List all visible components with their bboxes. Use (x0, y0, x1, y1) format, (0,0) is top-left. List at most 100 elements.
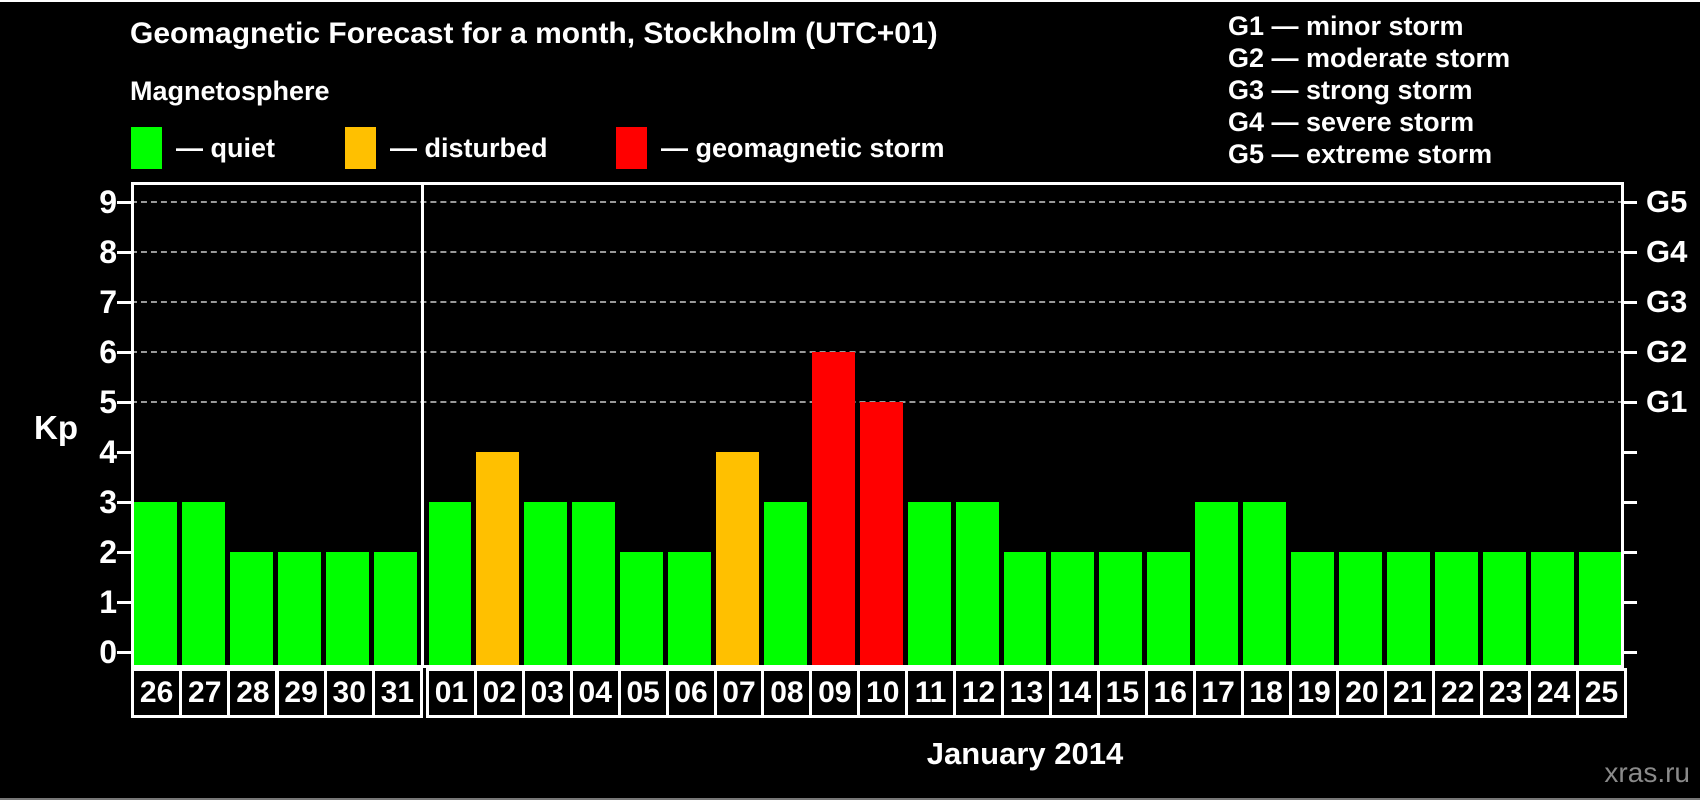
image-border-bottom (0, 798, 1700, 800)
y-tick-left-3 (117, 500, 131, 504)
bar-day-26 (133, 502, 177, 668)
y-tick-label-3: 3 (99, 484, 117, 520)
bar-day-01 (428, 502, 472, 668)
y-tick-right-9 (1623, 200, 1637, 204)
legend-label-quiet: — quiet (176, 133, 275, 163)
month-separator-line (421, 182, 424, 668)
day-label-28: 28 (227, 668, 279, 718)
bar-day-05 (620, 552, 664, 668)
bar-day-21 (1386, 552, 1430, 668)
day-label-25: 25 (1576, 668, 1627, 718)
day-label-12: 12 (953, 668, 1005, 718)
g-scale-legend-item-5: G5 — extreme storm (1228, 139, 1493, 169)
y-tick-label-8: 8 (99, 234, 117, 270)
bar-day-14 (1051, 552, 1095, 668)
day-label-06: 06 (665, 668, 717, 718)
bar-day-22 (1434, 552, 1478, 668)
legend-swatch-disturbed (345, 127, 376, 169)
day-label-18: 18 (1240, 668, 1292, 718)
day-label-03: 03 (521, 668, 573, 718)
bar-day-12 (955, 502, 999, 668)
day-label-05: 05 (617, 668, 669, 718)
day-label-26: 26 (131, 668, 183, 718)
y-tick-label-5: 5 (99, 384, 117, 420)
bar-day-20 (1338, 552, 1382, 668)
bar-day-06 (668, 552, 711, 668)
y-tick-right-1 (1623, 600, 1637, 604)
bar-day-31 (374, 552, 418, 668)
day-label-23: 23 (1480, 668, 1532, 718)
legend-swatch-quiet (131, 127, 162, 169)
day-label-20: 20 (1336, 668, 1388, 718)
x-axis-title: January 2014 (926, 736, 1124, 771)
y-tick-label-2: 2 (99, 534, 117, 570)
y-tick-label-1: 1 (99, 584, 117, 620)
y-tick-label-9: 9 (99, 184, 117, 220)
magnetosphere-label: Magnetosphere (130, 76, 330, 106)
bar-day-30 (326, 552, 370, 668)
bar-day-19 (1291, 552, 1334, 668)
bar-day-23 (1482, 552, 1526, 668)
day-label-13: 13 (1001, 668, 1052, 718)
bar-day-09 (811, 352, 855, 668)
bar-day-02 (476, 452, 520, 668)
y-tick-left-7 (117, 300, 131, 304)
g-scale-legend-item-4: G4 — severe storm (1228, 107, 1475, 137)
y-tick-left-4 (117, 450, 131, 454)
y-tick-right-0 (1623, 650, 1637, 654)
image-border-top (0, 0, 1700, 2)
day-label-15: 15 (1096, 668, 1148, 718)
bar-day-28 (229, 552, 273, 668)
day-label-16: 16 (1144, 668, 1196, 718)
day-label-02: 02 (473, 668, 525, 718)
day-label-21: 21 (1384, 668, 1436, 718)
y-tick-label-4: 4 (99, 434, 117, 470)
day-label-04: 04 (569, 668, 621, 718)
g-level-label-G4: G4 (1646, 234, 1688, 269)
day-label-09: 09 (809, 668, 861, 718)
day-label-30: 30 (323, 668, 375, 718)
gridline-kp-7 (131, 301, 1624, 303)
day-label-11: 11 (905, 668, 957, 718)
g-level-label-G3: G3 (1646, 284, 1688, 319)
g-scale-legend-item-1: G1 — minor storm (1228, 11, 1464, 41)
bar-day-03 (524, 502, 568, 668)
bar-day-17 (1195, 502, 1239, 668)
day-label-01: 01 (426, 668, 477, 718)
day-label-14: 14 (1048, 668, 1100, 718)
legend-label-disturbed: — disturbed (390, 133, 548, 163)
y-tick-left-9 (117, 200, 131, 204)
y-tick-right-6 (1623, 350, 1637, 354)
y-axis-title: Kp (34, 409, 78, 446)
bar-day-13 (1003, 552, 1047, 668)
y-tick-left-5 (117, 400, 131, 404)
bar-day-07 (716, 452, 759, 668)
g-level-label-G1: G1 (1646, 384, 1688, 419)
bar-day-11 (907, 502, 951, 668)
day-label-10: 10 (857, 668, 909, 718)
bar-day-18 (1243, 502, 1287, 668)
y-tick-right-4 (1623, 450, 1637, 454)
y-tick-right-8 (1623, 250, 1637, 254)
y-tick-right-5 (1623, 400, 1637, 404)
chart-title: Geomagnetic Forecast for a month, Stockh… (130, 17, 938, 50)
day-label-22: 22 (1432, 668, 1484, 718)
bar-day-04 (572, 502, 616, 668)
y-tick-right-2 (1623, 550, 1637, 554)
bar-day-15 (1099, 552, 1143, 668)
y-tick-left-1 (117, 600, 131, 604)
legend-label-storm: — geomagnetic storm (661, 133, 945, 163)
bar-day-10 (859, 402, 903, 668)
bar-day-29 (278, 552, 322, 668)
day-label-29: 29 (275, 668, 327, 718)
gridline-kp-6 (131, 351, 1624, 353)
y-tick-left-2 (117, 550, 131, 554)
g-scale-legend-item-2: G2 — moderate storm (1228, 43, 1511, 73)
y-tick-label-6: 6 (99, 334, 117, 370)
gridline-kp-9 (131, 201, 1624, 203)
g-scale-legend-item-3: G3 — strong storm (1228, 75, 1473, 105)
gridline-kp-8 (131, 251, 1624, 253)
y-tick-left-0 (117, 650, 131, 654)
legend-swatch-storm (616, 127, 647, 169)
